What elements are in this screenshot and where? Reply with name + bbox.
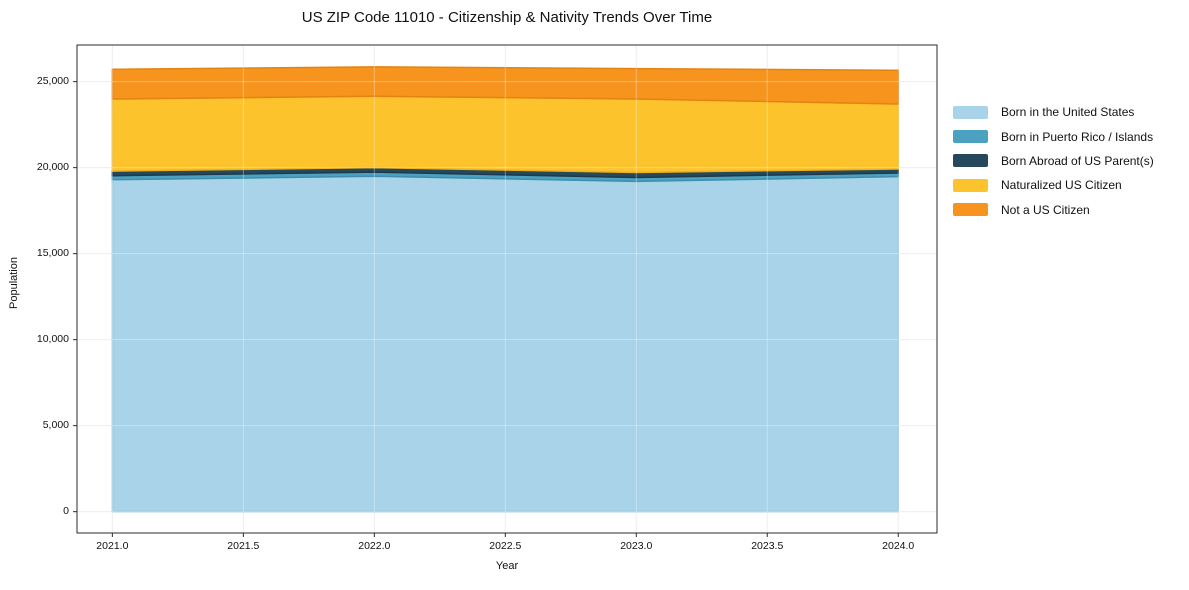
legend: Born in the United States Born in Puerto … xyxy=(953,100,1154,222)
legend-label: Born Abroad of US Parent(s) xyxy=(1001,153,1154,168)
legend-swatch-icon xyxy=(953,105,988,119)
x-tick-label: 2022.5 xyxy=(489,540,522,552)
legend-label: Born in the United States xyxy=(1001,105,1135,120)
y-tick-label: 0 xyxy=(63,505,69,518)
y-tick-label: 10,000 xyxy=(36,333,69,346)
legend-swatch-icon xyxy=(953,130,988,144)
legend-swatch-icon xyxy=(953,178,988,192)
y-tick-label: 15,000 xyxy=(36,247,69,260)
legend-label: Naturalized US Citizen xyxy=(1001,178,1122,193)
x-tick-label: 2023.5 xyxy=(751,540,784,552)
legend-swatch-icon xyxy=(953,154,988,168)
x-tick-label: 2021.5 xyxy=(227,540,260,552)
x-tick-label: 2022.0 xyxy=(358,540,391,552)
y-tick-label: 25,000 xyxy=(36,75,69,88)
area-series xyxy=(111,66,899,105)
x-tick-label: 2024.0 xyxy=(882,540,915,552)
y-tick-label: 20,000 xyxy=(36,161,69,174)
plot-border xyxy=(76,44,938,534)
legend-item: Naturalized US Citizen xyxy=(953,173,1154,197)
y-tick-label: 5,000 xyxy=(42,419,69,432)
legend-item: Born Abroad of US Parent(s) xyxy=(953,149,1154,173)
x-tick-label: 2021.0 xyxy=(96,540,129,552)
legend-swatch-icon xyxy=(953,203,988,217)
x-axis-label: Year xyxy=(495,560,519,572)
legend-item: Not a US Citizen xyxy=(953,198,1154,222)
chart-title: US ZIP Code 11010 - Citizenship & Nativi… xyxy=(301,9,713,26)
legend-label: Born in Puerto Rico / Islands xyxy=(1001,129,1154,144)
legend-item: Born in Puerto Rico / Islands xyxy=(953,124,1154,148)
y-axis-label: Population xyxy=(8,257,20,309)
legend-label: Not a US Citizen xyxy=(1001,202,1090,217)
legend-item: Born in the United States xyxy=(953,100,1154,124)
x-tick-label: 2023.0 xyxy=(620,540,653,552)
